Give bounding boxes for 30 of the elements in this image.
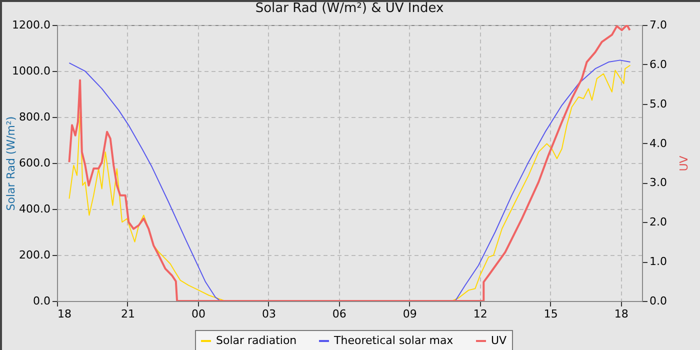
legend-label: Theoretical solar max bbox=[333, 334, 454, 347]
x-tick-label: 12 bbox=[473, 308, 488, 320]
y2-tick-label: 0.0 bbox=[650, 294, 667, 308]
x-tick-label: 21 bbox=[120, 308, 135, 320]
y-tick-label: 600.0 bbox=[19, 156, 50, 170]
y-tick-label: 200.0 bbox=[19, 248, 50, 262]
y-tick-label: 1000.0 bbox=[12, 64, 50, 78]
x-tick-label: 09 bbox=[402, 308, 417, 320]
y-tick-label: 0.0 bbox=[33, 294, 50, 308]
y2-axis-title: UV bbox=[678, 155, 690, 172]
x-tick-label: 03 bbox=[262, 308, 276, 320]
y2-tick-label: 7.0 bbox=[650, 18, 667, 32]
chart-title: Solar Rad (W/m²) & UV Index bbox=[255, 1, 444, 16]
y2-tick-label: 2.0 bbox=[650, 216, 667, 229]
y2-tick-label: 4.0 bbox=[650, 136, 667, 150]
y-tick-label: 1200.0 bbox=[12, 18, 50, 32]
x-tick-label: 06 bbox=[332, 308, 346, 320]
x-tick-label: 15 bbox=[544, 308, 558, 320]
y-tick-label: 400.0 bbox=[19, 202, 50, 216]
legend-label: Solar radiation bbox=[216, 334, 297, 347]
x-tick-label: 00 bbox=[191, 308, 206, 320]
y-axis-title: Solar Rad (W/m²) bbox=[4, 116, 18, 211]
y2-tick-label: 3.0 bbox=[650, 176, 667, 190]
x-tick-label: 18 bbox=[58, 308, 72, 320]
y-tick-label: 800.0 bbox=[19, 110, 50, 124]
legend-label: UV bbox=[491, 334, 508, 347]
y2-tick-label: 1.0 bbox=[650, 255, 667, 268]
x-tick-label: 18 bbox=[614, 308, 628, 320]
y2-tick-label: 5.0 bbox=[650, 97, 667, 110]
y2-tick-label: 6.0 bbox=[650, 58, 667, 71]
